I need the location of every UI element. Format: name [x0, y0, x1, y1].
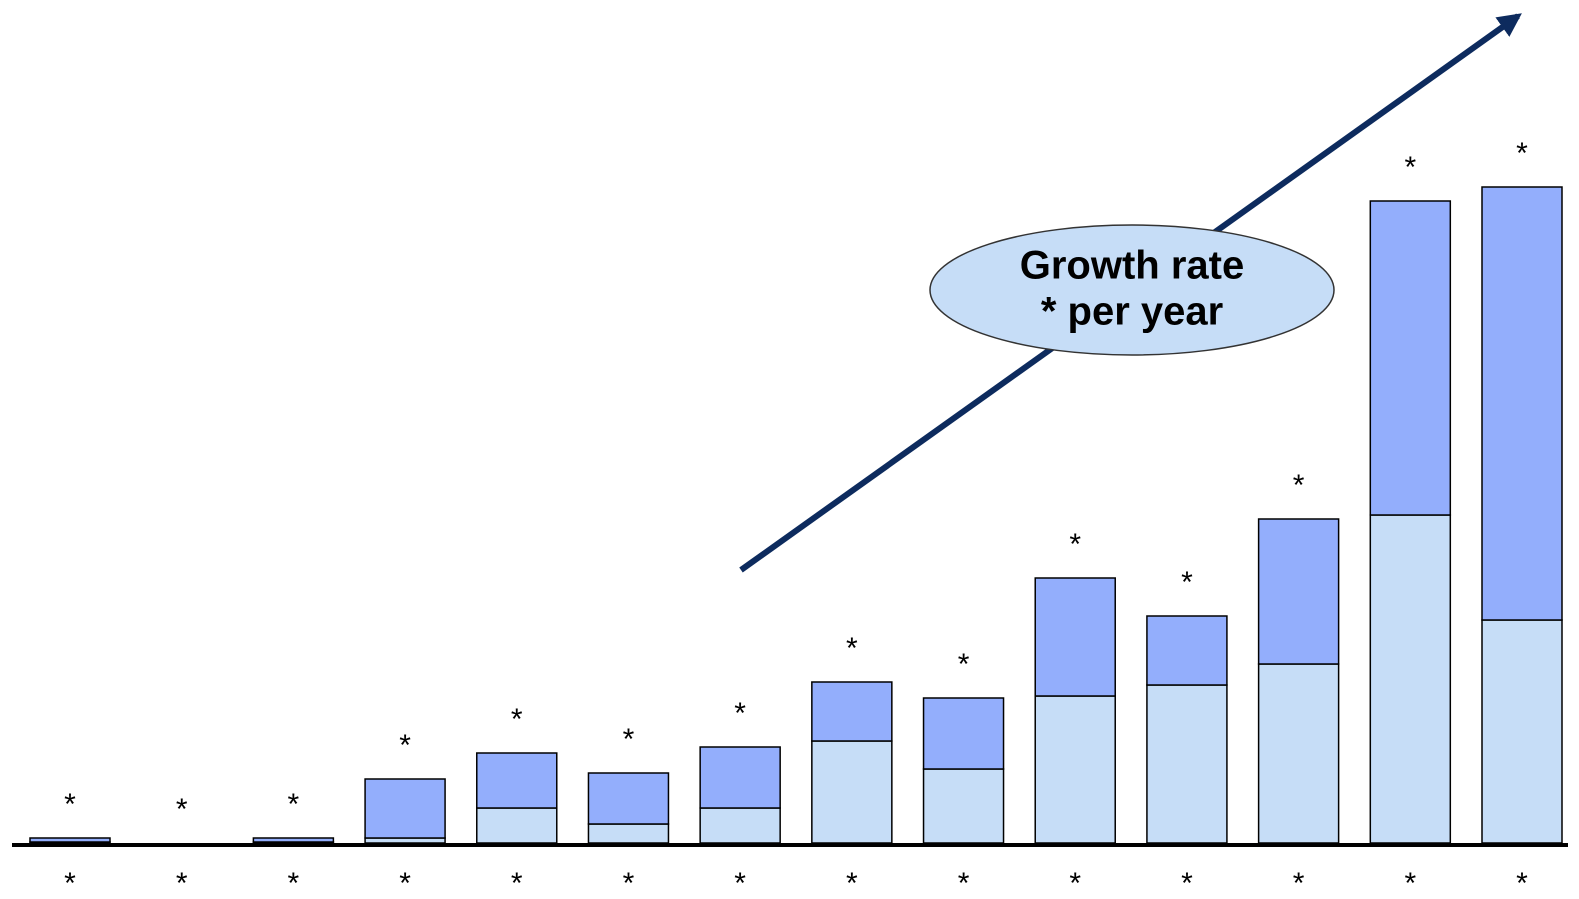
- x-tick-label: *: [511, 867, 523, 899]
- total-label: *: [623, 723, 635, 756]
- total-label: *: [846, 632, 858, 665]
- x-tick-label: *: [1516, 867, 1528, 899]
- bar-segment: [1257, 518, 1340, 665]
- x-tick-label: *: [623, 867, 635, 899]
- x-tick-label: *: [1069, 867, 1081, 899]
- annotation-line: Growth rate: [1020, 244, 1244, 288]
- total-label: *: [288, 788, 300, 821]
- total-label: *: [1293, 469, 1305, 502]
- bar-segment: [811, 681, 893, 742]
- annotation-bubble: [929, 224, 1335, 356]
- x-tick-label: *: [846, 867, 858, 899]
- bar-segment: [1369, 200, 1452, 516]
- bar-segment: [1146, 615, 1228, 686]
- total-label: *: [399, 729, 411, 762]
- x-tick-label: *: [288, 867, 300, 899]
- bar-segment: [476, 752, 558, 809]
- x-tick-label: *: [399, 867, 411, 899]
- bar-segment: [699, 746, 781, 809]
- x-tick-label: *: [1404, 867, 1416, 899]
- bar-segment: [922, 697, 1005, 770]
- total-label: *: [1404, 151, 1416, 184]
- x-tick-label: *: [1181, 867, 1193, 899]
- bar-segment: [1146, 684, 1228, 844]
- bars: [29, 186, 1563, 844]
- x-tick-label: *: [1293, 867, 1305, 899]
- total-label: *: [1181, 566, 1193, 599]
- x-tick-label: *: [734, 867, 746, 899]
- total-label: *: [734, 697, 746, 730]
- bar-segment: [811, 740, 893, 844]
- bar-segment: [476, 807, 558, 844]
- x-tick-label: *: [64, 867, 76, 899]
- bar-segment: [29, 837, 111, 843]
- total-label: *: [176, 793, 188, 826]
- bar-segment: [1257, 663, 1340, 844]
- bar-segment: [1481, 186, 1563, 621]
- bar-segment: [364, 778, 446, 839]
- annotation-line: * per year: [1041, 290, 1223, 334]
- total-label: *: [1516, 137, 1528, 170]
- bar-segment: [1481, 619, 1563, 844]
- bar-segment: [699, 807, 781, 844]
- bar-segment: [587, 772, 670, 825]
- bar-segment: [922, 768, 1005, 844]
- bar-segment: [1034, 577, 1116, 697]
- total-label: *: [511, 703, 523, 736]
- bar-segment: [1369, 514, 1452, 844]
- bar-segment: [1034, 695, 1116, 844]
- total-label: *: [958, 648, 970, 681]
- x-tick-label: *: [958, 867, 970, 899]
- total-label: *: [64, 788, 76, 821]
- total-label: *: [1069, 528, 1081, 561]
- bar-segment: [587, 823, 670, 844]
- x-tick-label: *: [176, 867, 188, 899]
- bar-segment: [252, 837, 335, 843]
